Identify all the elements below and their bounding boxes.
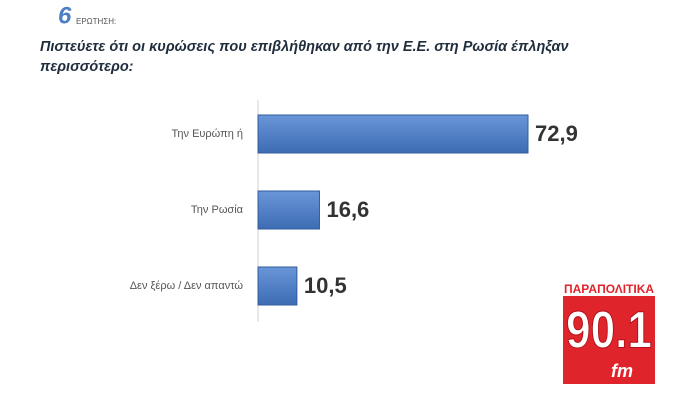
question-label: ΕΡΩΤΗΣΗ:: [76, 17, 116, 26]
category-label: Την Ρωσία: [191, 204, 244, 216]
chart-title: Πιστεύετε ότι οι κυρώσεις που επιβλήθηκα…: [40, 37, 600, 77]
logo: ΠΑΡΑΠΟΛΙΤΙΚΑ 90.1 fm: [563, 282, 655, 384]
bar: [258, 115, 528, 153]
page: 6 ΕΡΩΤΗΣΗ: Την Ευρώπη ή 72,9 Την Ρωσία 16,6…: [0, 0, 686, 412]
bar: [258, 191, 319, 229]
question-number: 6: [58, 2, 72, 29]
logo-brand: ΠΑΡΑΠΟΛΙΤΙΚΑ: [564, 282, 654, 296]
category-label: Δεν ξέρω / Δεν απαντώ: [130, 280, 244, 292]
bar: [258, 267, 297, 305]
logo-frequency: 90.1: [566, 302, 652, 360]
value-label: 10,5: [304, 273, 347, 298]
value-label: 16,6: [326, 197, 369, 222]
value-label: 72,9: [535, 121, 578, 146]
logo-unit: fm: [611, 361, 633, 381]
category-label: Την Ευρώπη ή: [171, 128, 243, 140]
